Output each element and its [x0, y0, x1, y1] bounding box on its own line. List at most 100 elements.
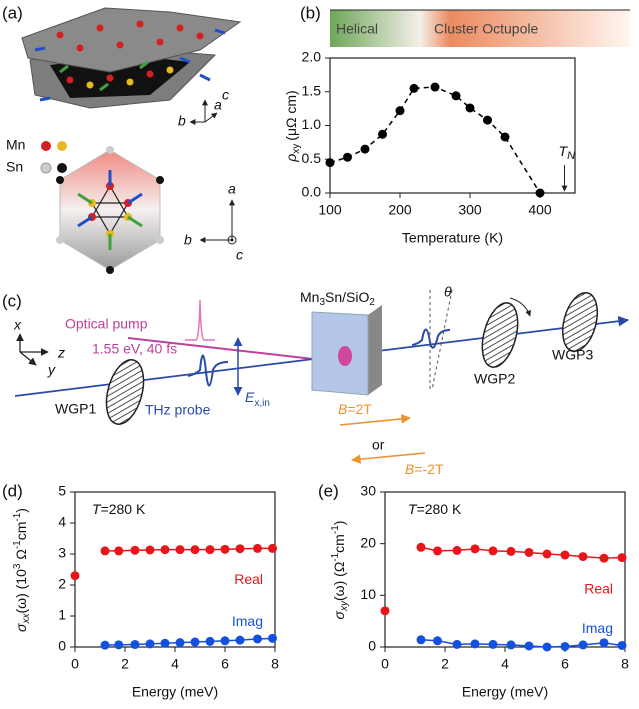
field-label: Ex,in	[245, 389, 270, 409]
data-point	[378, 129, 387, 139]
legend-label: Sn	[6, 159, 23, 175]
polarizer	[481, 302, 519, 368]
phase-bar	[330, 10, 630, 47]
data-point	[524, 547, 534, 557]
pump-spot	[338, 346, 352, 366]
data-point	[617, 553, 627, 563]
x-tick-label: 4	[171, 656, 179, 672]
y-label-part: )	[13, 508, 29, 513]
polarizer	[561, 291, 599, 353]
y-label-part: xy	[339, 600, 350, 612]
y-tick-label: 1	[58, 607, 66, 623]
data-point	[416, 542, 426, 552]
sample-part: Sn/SiO	[325, 289, 369, 305]
x-tick-label: 8	[271, 656, 279, 672]
data-point	[268, 543, 277, 553]
data-point	[433, 546, 442, 556]
legend-label: Mn	[6, 137, 25, 153]
x-tick-label: 0	[381, 656, 389, 672]
y-label-part: cm	[331, 534, 347, 553]
data-point	[470, 544, 480, 554]
data-point	[506, 640, 516, 650]
y-label-part: )	[331, 521, 347, 526]
y-tick-label: 0	[58, 638, 66, 654]
y-tick-label: 0.5	[302, 150, 322, 166]
axes-bottom	[199, 199, 237, 245]
y-label-part: -1	[330, 552, 341, 561]
field-part: E	[245, 389, 255, 405]
data-point	[114, 640, 124, 650]
data-point	[190, 637, 200, 647]
x-tick-label: 6	[221, 656, 229, 672]
y-axis-label: σxy(ω) (Ω-1cm-1)	[330, 521, 350, 620]
reference-line	[431, 289, 453, 391]
phase-label: Helical	[336, 21, 378, 37]
y-tick-label: 2.0	[302, 49, 322, 65]
annotation: TN	[559, 143, 576, 162]
y-label-part: xy	[291, 144, 302, 154]
x-tick-label: 100	[318, 202, 342, 218]
angle-label: θ	[444, 284, 452, 300]
spin-arrows-green	[59, 60, 149, 92]
annotation-part: T	[408, 501, 418, 517]
polarizer-label: WGP1	[55, 401, 96, 417]
series-label: Real	[234, 571, 263, 587]
rotation-arrow	[509, 297, 532, 317]
data-point	[235, 635, 245, 645]
data-point	[416, 635, 426, 645]
mn-atoms	[56, 20, 204, 84]
y-tick-label: 2	[58, 576, 66, 592]
substrate-side	[368, 305, 382, 395]
pump-pulse	[185, 299, 215, 341]
upper-layer	[21, 7, 242, 73]
data-point	[465, 103, 475, 113]
x-tick-label: 2	[121, 656, 129, 672]
coord-label: y	[47, 362, 56, 378]
axes-top	[189, 99, 218, 125]
data-point	[235, 544, 245, 554]
x-axis-label: Energy (meV)	[132, 684, 218, 700]
data-point	[542, 549, 552, 559]
series-label: Real	[584, 580, 613, 596]
series-line	[420, 546, 623, 559]
data-point	[190, 545, 200, 555]
data-point	[160, 638, 170, 648]
y-tick-label: 10	[360, 586, 376, 602]
data-point	[145, 545, 155, 555]
data-point	[145, 639, 155, 649]
y-tick-label: 0	[368, 638, 376, 654]
coord-label: x	[13, 317, 22, 333]
y-tick-label: 20	[360, 534, 376, 550]
coord-axes	[16, 333, 49, 366]
data-point	[409, 83, 419, 93]
phase-label: Cluster Octupole	[434, 21, 538, 37]
axis-label: b	[184, 232, 192, 248]
series-line	[329, 86, 541, 194]
axis-label: c	[236, 247, 243, 263]
x-tick-label: 4	[501, 656, 509, 672]
data-point	[488, 639, 498, 649]
annotation-part: =280 K	[101, 501, 146, 517]
x-tick-label: 200	[388, 202, 412, 218]
coord-label: z	[57, 345, 65, 361]
y-label-part: Ω	[13, 549, 29, 563]
field-pos-label: B=2T	[338, 401, 372, 417]
legend-atom	[57, 141, 67, 151]
panel-label: (d)	[2, 481, 23, 500]
y-label-part: σ	[13, 623, 29, 632]
series-label: Imag	[232, 613, 263, 629]
data-point	[488, 546, 498, 556]
data-point	[599, 553, 609, 563]
y-axis-label: ρxy (μΩ cm)	[283, 90, 302, 162]
data-point	[360, 144, 370, 154]
pump-label: 1.55 eV, 40 fs	[92, 341, 177, 357]
data-point	[560, 550, 570, 560]
spin-arrows	[34, 28, 226, 102]
data-point	[452, 545, 462, 555]
hexagon	[59, 149, 161, 271]
series-label: Imag	[582, 620, 613, 636]
series-line	[420, 639, 623, 648]
annotation: T=280 K	[408, 501, 462, 517]
annotation: T=280 K	[92, 501, 146, 517]
data-point	[578, 552, 588, 562]
